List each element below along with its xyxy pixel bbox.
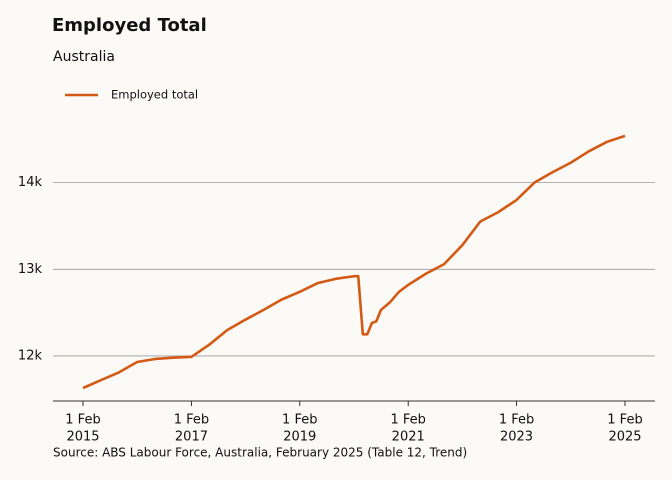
legend-label: Employed total — [111, 88, 198, 102]
y-tick-label: 12k — [18, 348, 43, 363]
x-tick-label: 1 Feb — [607, 413, 642, 428]
x-tick-label: 2025 — [608, 430, 641, 445]
x-tick-label: 2021 — [392, 430, 425, 445]
series-line — [82, 134, 626, 390]
chart-title: Employed Total — [52, 15, 207, 36]
x-tick-label: 1 Feb — [65, 413, 100, 428]
x-tick-label: 2019 — [283, 430, 316, 445]
x-tick-label: 1 Feb — [282, 413, 317, 428]
x-tick-label: 1 Feb — [391, 413, 426, 428]
x-tick-label: 1 Feb — [499, 413, 534, 428]
x-tick-label: 2017 — [175, 430, 208, 445]
x-tick-label: 2015 — [66, 430, 99, 445]
chart-subtitle: Australia — [53, 49, 115, 65]
y-tick-label: 14k — [18, 175, 43, 190]
source-note: Source: ABS Labour Force, Australia, Feb… — [53, 446, 467, 460]
y-tick-label: 13k — [18, 262, 43, 277]
x-tick-label: 2023 — [500, 430, 533, 445]
x-tick-label: 1 Feb — [174, 413, 209, 428]
